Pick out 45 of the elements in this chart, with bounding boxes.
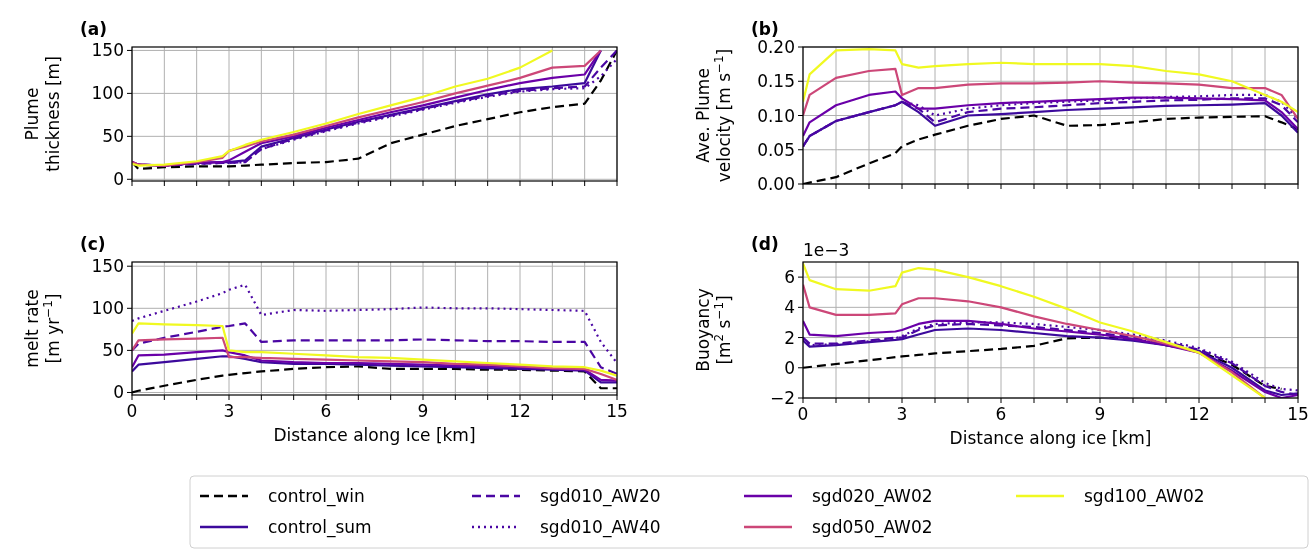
- x-tick-label: 9: [417, 401, 429, 421]
- chart-title: (d): [751, 234, 779, 254]
- legend-label: control_sum: [268, 517, 372, 538]
- y-tick-label: 0.10: [757, 105, 795, 126]
- y-tick-label: 0.05: [757, 139, 795, 160]
- x-tick-label: 12: [1188, 404, 1210, 424]
- chart-title: (a): [80, 19, 108, 39]
- x-tick-label: 15: [606, 401, 628, 421]
- y-tick-label: 2: [784, 327, 795, 348]
- x-tick-label: 6: [320, 401, 332, 421]
- y-tick-label: 0: [113, 382, 124, 403]
- legend-label: control_win: [268, 486, 365, 507]
- y-tick-label: −2: [769, 388, 795, 408]
- text: 1e−3: [803, 240, 850, 260]
- x-tick-label: 0: [797, 404, 809, 424]
- x-tick-label: 9: [1094, 404, 1106, 424]
- x-tick-label: 6: [995, 404, 1007, 424]
- x-axis-title: Distance along Ice [km]: [273, 425, 476, 445]
- y-tick-label: 0.20: [757, 37, 795, 57]
- legend-label: sgd010_AW40: [540, 517, 661, 538]
- y-tick-label: 0.15: [757, 71, 795, 92]
- x-tick-label: 3: [223, 401, 235, 421]
- x-tick-label: 15: [1287, 404, 1309, 424]
- y-axis-title: Plume thickness [m]: [22, 56, 63, 172]
- legend-label: sgd020_AW02: [812, 486, 933, 507]
- y-tick-label: 50: [102, 126, 124, 147]
- x-axis-title: Distance along ice [km]: [949, 428, 1152, 448]
- y-tick-label: 4: [784, 297, 795, 318]
- legend-label: sgd050_AW02: [812, 517, 933, 538]
- y-tick-label: 0: [113, 169, 124, 190]
- y-tick-label: 0.00: [757, 174, 795, 194]
- chart-title: (c): [80, 234, 106, 254]
- y-tick-label: 6: [784, 267, 795, 288]
- legend-label: sgd010_AW20: [540, 486, 661, 507]
- chart-title: (b): [751, 19, 779, 39]
- y-tick-label: 150: [91, 256, 124, 277]
- legend-label: sgd100_AW02: [1084, 486, 1205, 507]
- y-tick-label: 50: [102, 340, 124, 361]
- x-tick-label: 12: [509, 401, 531, 421]
- x-tick-label: 3: [896, 404, 908, 424]
- y-tick-label: 100: [91, 298, 124, 319]
- y-tick-label: 0: [784, 357, 795, 378]
- y-tick-label: 100: [91, 83, 124, 104]
- y-tick-label: 150: [91, 40, 124, 61]
- x-tick-label: 0: [126, 401, 138, 421]
